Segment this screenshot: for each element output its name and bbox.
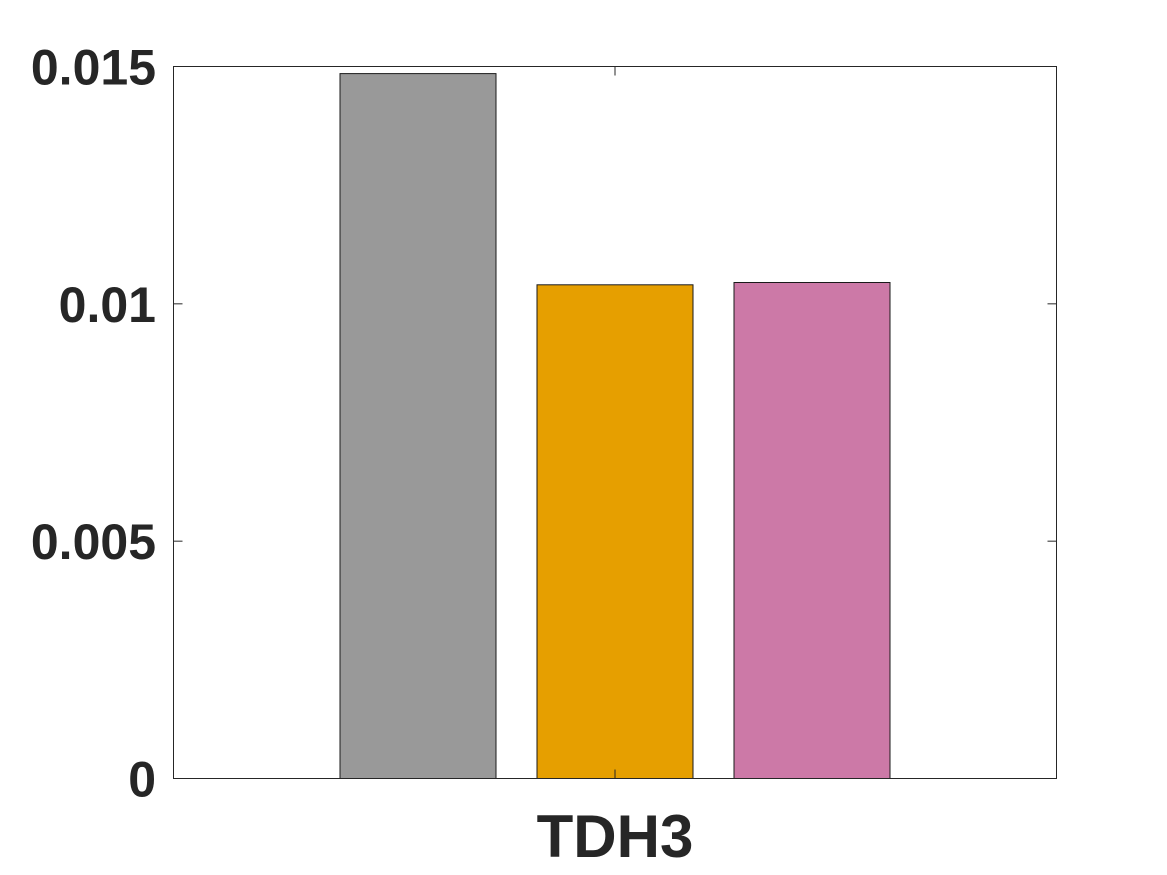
bar-tdh3-1 [339,73,497,780]
x-tick-labels: TDH3 [537,803,694,870]
y-tick-labels: 0 0.005 0.01 0.015 [31,40,156,808]
y-tick-label: 0.015 [31,40,156,96]
bar-tdh3-3 [733,282,891,779]
bar-tdh3-2 [536,284,694,779]
y-tick-label: 0.01 [59,277,156,333]
bars [339,73,891,780]
y-tick-label: 0.005 [31,514,156,570]
axes-box [173,66,1057,779]
y-tick-label: 0 [128,752,156,808]
x-tick-label: TDH3 [537,803,694,870]
